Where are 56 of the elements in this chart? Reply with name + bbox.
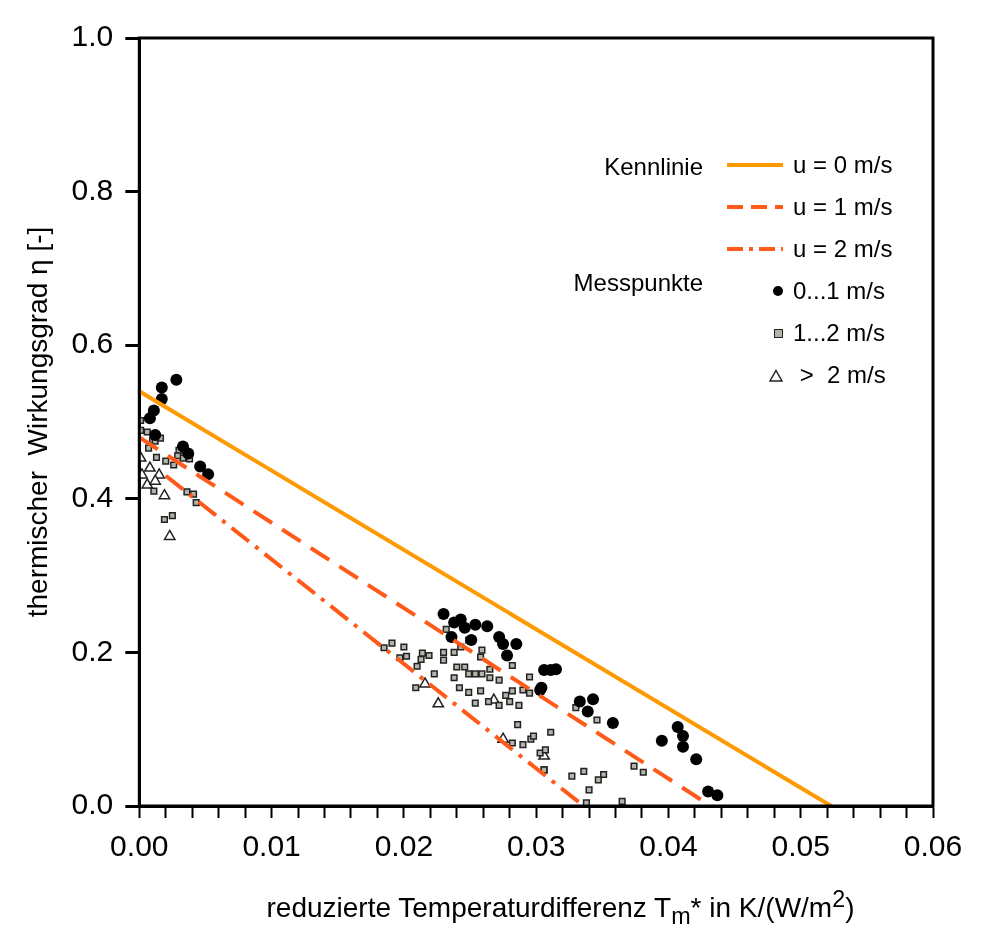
point (170, 373, 183, 386)
x-axis-title: reduzierte Temperaturdifferenz T$_{m}$* in K/(W/m$^{2}$) (265, 886, 856, 930)
legend-label: u = 1 m/s (792, 193, 894, 221)
point (141, 478, 154, 489)
point (573, 695, 586, 708)
point (432, 697, 445, 708)
point (182, 447, 195, 460)
point (676, 740, 689, 753)
point (676, 730, 689, 743)
point (671, 720, 684, 733)
point (158, 488, 171, 500)
annotation: Kennlinie (603, 153, 704, 181)
point (501, 649, 514, 662)
point (149, 474, 162, 485)
point (587, 693, 600, 706)
point (481, 620, 494, 633)
x-tick-label: 0.05 (771, 829, 830, 863)
x-tick-label: 0.06 (903, 829, 963, 863)
point (655, 734, 668, 747)
point (143, 461, 156, 472)
x-tick-label: 0.04 (639, 829, 698, 863)
y-tick-label: 0.2 (71, 633, 114, 667)
y-tick-label: 0.6 (71, 326, 114, 360)
y-tick-label: 0.0 (71, 787, 114, 821)
legend-label: 1...2 m/s (792, 319, 887, 347)
point (581, 705, 594, 718)
point (149, 429, 162, 442)
x-tick-label: 0.03 (506, 829, 566, 863)
point (143, 412, 156, 425)
y-axis-title: thermischer Wirkungsgrad η [-] (21, 226, 53, 618)
point (163, 529, 176, 541)
x-tick-label: 0.02 (374, 829, 434, 863)
point (419, 677, 431, 688)
y-tick-label: 0.8 (71, 172, 114, 206)
annotation: Messpunkte (572, 269, 704, 297)
point (510, 637, 523, 650)
point (465, 634, 478, 647)
legend-label: > 2 m/s (798, 361, 887, 389)
y-tick-label: 0.4 (71, 480, 114, 514)
point (194, 460, 207, 473)
legend-label: u = 0 m/s (792, 151, 894, 179)
legend-label: u = 2 m/s (792, 235, 894, 263)
y-tick-label: 1.0 (71, 19, 114, 53)
point (711, 789, 724, 802)
x-tick-label: 0.01 (242, 829, 301, 863)
point (469, 618, 482, 631)
point (458, 621, 471, 634)
point (202, 468, 215, 481)
point (437, 608, 450, 620)
point (155, 381, 168, 394)
point (606, 717, 619, 730)
point (702, 785, 715, 798)
x-tick-label: 0.00 (110, 829, 169, 863)
point (497, 637, 510, 650)
legend-label: 0...1 m/s (792, 277, 887, 305)
point (690, 753, 703, 766)
